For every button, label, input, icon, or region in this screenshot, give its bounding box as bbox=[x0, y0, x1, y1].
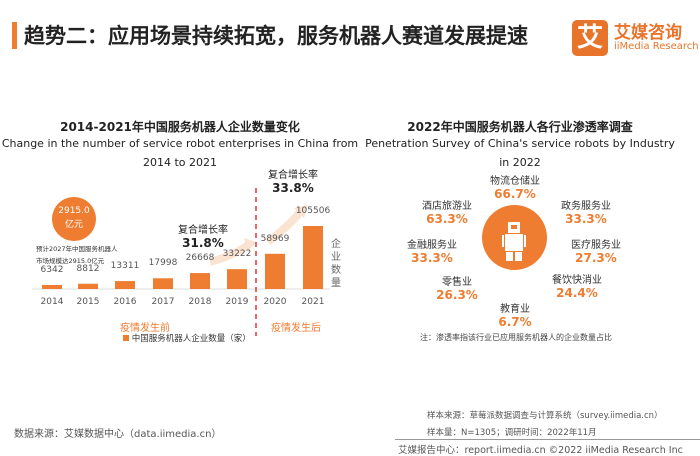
cagr-after-value: 33.8% bbox=[272, 181, 314, 195]
bar-chart-svg bbox=[32, 188, 330, 336]
legend-label: 中国服务机器人企业数量（家） bbox=[131, 334, 251, 344]
robot-icon bbox=[502, 222, 526, 261]
bar-2014 bbox=[42, 285, 62, 289]
data-label: 6342 bbox=[40, 265, 64, 275]
cagr-after-label: 复合增长率 bbox=[268, 170, 318, 181]
cagr-before-value: 31.8% bbox=[182, 236, 224, 250]
sample-size: 样本量：N=1305；调研时间：2022年11月 bbox=[427, 428, 597, 438]
industry-item: 医疗服务业 27.3% bbox=[571, 236, 621, 265]
industry-value: 33.3% bbox=[411, 251, 453, 265]
forecast-line-1: 预计2027年中国服务机器人 bbox=[36, 245, 118, 253]
data-label: 17998 bbox=[148, 258, 178, 269]
bar-2021 bbox=[303, 226, 323, 289]
industry-name: 金融服务业 bbox=[407, 240, 457, 251]
industry-item: 教育业 6.7% bbox=[498, 300, 531, 329]
data-label: 105506 bbox=[295, 206, 331, 216]
industry-item: 零售业 26.3% bbox=[436, 273, 478, 302]
industry-value: 26.3% bbox=[436, 288, 478, 302]
bar-chart-subtitle-2: 2014 to 2021 bbox=[142, 156, 218, 169]
industry-name: 物流仓储业 bbox=[490, 176, 540, 187]
bar-2020 bbox=[265, 253, 285, 289]
bar-chart-subtitle-1: Change in the number of service robot en… bbox=[1, 137, 359, 150]
logo-en: iiMedia Research bbox=[614, 41, 699, 52]
industry-name: 政务服务业 bbox=[561, 201, 611, 212]
logo-cn: 艾媒咨询 bbox=[614, 23, 682, 43]
footer-divider bbox=[395, 439, 700, 440]
industry-value: 66.7% bbox=[494, 187, 536, 201]
bar-2018 bbox=[190, 273, 210, 289]
industry-item: 酒店旅游业 63.3% bbox=[422, 197, 472, 226]
bubble-unit: 亿元 bbox=[64, 220, 83, 230]
cagr-after: 复合增长率 33.8% bbox=[268, 166, 318, 195]
x-tick-label: 2017 bbox=[151, 297, 175, 307]
x-tick-label: 2021 bbox=[301, 297, 325, 307]
x-tick-label: 2014 bbox=[40, 297, 64, 307]
data-source: 数据来源：艾媒数据中心（data.iimedia.cn） bbox=[14, 429, 222, 440]
iimedia-logo: 艾 艾媒咨询 iiMedia Research bbox=[572, 18, 699, 58]
industry-value: 27.3% bbox=[575, 251, 617, 265]
industry-value: 33.3% bbox=[565, 212, 607, 226]
x-tick-label: 2019 bbox=[225, 297, 249, 307]
growth-arrowhead-before bbox=[244, 238, 256, 252]
penetration-subtitle-1: Penetration Survey of China's service ro… bbox=[365, 137, 675, 150]
bubble-value: 2915.0 bbox=[58, 206, 90, 216]
data-label: 26668 bbox=[185, 253, 215, 264]
x-tick-label: 2015 bbox=[76, 297, 100, 307]
data-label: 8812 bbox=[76, 263, 100, 274]
sample-source: 样本来源：草莓派数据调查与计算系统（survey.iimedia.cn） bbox=[427, 411, 663, 421]
industry-value: 24.4% bbox=[556, 286, 598, 300]
x-tick-label: 2016 bbox=[113, 297, 137, 307]
bar-2016 bbox=[115, 281, 135, 289]
y-axis-label: 企业数量 bbox=[331, 239, 341, 289]
bar-2015 bbox=[78, 283, 98, 289]
title-accent-bar bbox=[12, 22, 17, 49]
logo-mark: 艾 bbox=[572, 20, 608, 56]
bar-2017 bbox=[153, 278, 173, 289]
industry-name: 医疗服务业 bbox=[571, 240, 621, 251]
industry-item: 金融服务业 33.3% bbox=[407, 236, 457, 265]
x-tick-label: 2018 bbox=[188, 297, 212, 307]
bar-chart-title: 2014-2021年中国服务机器人企业数量变化 bbox=[60, 120, 300, 134]
growth-arrow-before bbox=[208, 241, 251, 266]
industry-name: 餐饮快消业 bbox=[552, 275, 602, 286]
legend-swatch bbox=[123, 335, 129, 341]
after-label: 疫情发生后 bbox=[271, 323, 321, 334]
penetration-note: 注：渗透率指该行业已应用服务机器人的企业数量占比 bbox=[420, 333, 612, 342]
penetration-subtitle-2: in 2022 bbox=[499, 156, 541, 169]
robot-circle bbox=[482, 205, 547, 270]
x-tick-label: 2020 bbox=[263, 297, 287, 307]
growth-arrowhead-after bbox=[294, 205, 308, 218]
data-label: 13311 bbox=[110, 261, 140, 272]
industry-item: 物流仓储业 66.7% bbox=[490, 172, 540, 201]
data-label: 33222 bbox=[222, 249, 252, 260]
market-size-bubble: 2915.0 亿元 bbox=[52, 197, 96, 241]
industry-name: 零售业 bbox=[441, 277, 472, 288]
page-title: 趋势二：应用场景持续拓宽，服务机器人赛道发展提速 bbox=[24, 24, 528, 48]
industry-item: 餐饮快消业 24.4% bbox=[552, 271, 602, 300]
industry-value: 6.7% bbox=[498, 315, 532, 329]
industry-name: 教育业 bbox=[500, 304, 530, 315]
bar-2019 bbox=[227, 269, 247, 289]
industry-item: 政务服务业 33.3% bbox=[561, 197, 611, 226]
report-center: 艾媒报告中心：report.iimedia.cn ©2022 iiMedia R… bbox=[398, 445, 683, 456]
forecast-note: 预计2027年中国服务机器人 市场规模达2915.0亿元 bbox=[36, 243, 118, 267]
cagr-before-label: 复合增长率 bbox=[178, 225, 228, 236]
industry-value: 63.3% bbox=[426, 212, 468, 226]
data-label: 58969 bbox=[260, 233, 290, 244]
forecast-line-2: 市场规模达2915.0亿元 bbox=[36, 257, 105, 265]
penetration-title: 2022年中国服务机器人各行业渗透率调查 bbox=[407, 120, 633, 134]
cagr-before: 复合增长率 31.8% bbox=[178, 221, 228, 250]
before-label: 疫情发生前 bbox=[120, 323, 170, 334]
legend: 中国服务机器人企业数量（家） bbox=[123, 332, 251, 344]
growth-arrow-after bbox=[265, 209, 304, 246]
industry-name: 酒店旅游业 bbox=[422, 201, 472, 212]
